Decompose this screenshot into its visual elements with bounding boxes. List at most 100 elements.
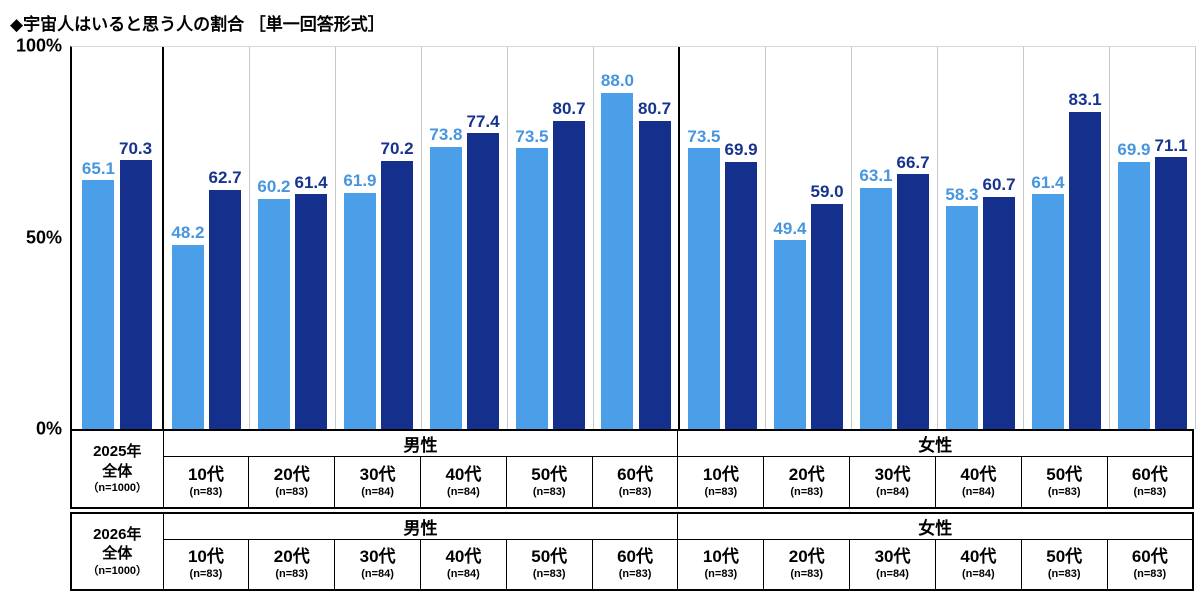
bar-chart: 100% 50% 0% 65.1 70.3 48.2 62.7 60.2 61.4 61.9 70…	[0, 36, 1200, 439]
chart-column-0: 65.1 70.3	[72, 47, 164, 429]
bar-unit-2026年: 77.4	[467, 47, 500, 429]
age-label: 30代	[874, 464, 911, 484]
age-cell: 50代 (n=83)	[1020, 538, 1108, 591]
chart-column-9: 63.1 66.7	[852, 47, 938, 429]
age-label: 50代	[531, 464, 568, 484]
plot-area: 65.1 70.3 48.2 62.7 60.2 61.4 61.9 70.2 73.8 77.4…	[70, 46, 1196, 429]
age-cell: 50代 (n=83)	[505, 456, 593, 508]
age-label: 50代	[1046, 464, 1083, 484]
chart-title: ◆宇宙人はいると思う人の割合 ［単一回答形式］	[10, 15, 385, 34]
bar-unit-2026年: 60.7	[983, 47, 1016, 429]
bar-2025年	[515, 148, 548, 429]
age-label: 10代	[702, 464, 739, 484]
age-cell: 20代 (n=83)	[763, 538, 851, 591]
bar-2025年	[859, 187, 892, 429]
sample-size: (n=83)	[532, 568, 566, 581]
bar-2025年	[257, 199, 290, 429]
sample-size: (n=84)	[962, 568, 995, 581]
bar-value-label: 48.2	[171, 223, 205, 243]
chart-column-12: 69.9 71.1	[1110, 47, 1196, 429]
sample-size: (n=84)	[876, 485, 909, 498]
bar-unit-2025年: 73.5	[515, 47, 549, 429]
age-cell: 60代 (n=83)	[591, 538, 679, 591]
sample-size: (n=83)	[790, 568, 824, 581]
sample-size: (n=83)	[189, 568, 223, 581]
bar-unit-2026年: 70.3	[119, 47, 152, 429]
age-label: 20代	[788, 464, 825, 484]
age-label: 40代	[960, 464, 997, 484]
age-cell: 20代 (n=83)	[248, 456, 336, 508]
bar-2026年	[897, 174, 930, 429]
bar-value-label: 77.4	[466, 111, 500, 131]
chart-column-10: 58.3 60.7	[938, 47, 1024, 429]
sample-size: (n=83)	[1047, 568, 1081, 581]
bar-unit-2025年: 63.1	[859, 47, 893, 429]
y-axis: 100% 50% 0%	[0, 36, 70, 439]
age-cell: 40代 (n=84)	[419, 456, 507, 508]
sample-size: (n=84)	[361, 485, 394, 498]
total-n: （n=1000）	[87, 482, 148, 495]
age-cell: 10代 (n=83)	[162, 456, 250, 508]
bar-2025年	[945, 206, 978, 429]
sample-size: (n=83)	[275, 485, 309, 498]
bar-value-label: 71.1	[1154, 135, 1188, 155]
age-cell: 40代 (n=84)	[934, 456, 1022, 508]
bar-value-label: 49.4	[773, 218, 807, 238]
bar-unit-2026年: 59.0	[811, 47, 844, 429]
bar-value-label: 70.2	[380, 139, 414, 159]
age-label: 20代	[273, 547, 310, 567]
bar-unit-2025年: 69.9	[1117, 47, 1151, 429]
bar-2025年	[82, 180, 115, 429]
chart-column-8: 49.4 59.0	[766, 47, 852, 429]
bar-2025年	[601, 92, 634, 429]
bar-unit-2025年: 58.3	[945, 47, 979, 429]
bar-unit-2026年: 80.7	[553, 47, 586, 429]
age-label: 10代	[702, 547, 739, 567]
bar-unit-2026年: 71.1	[1155, 47, 1188, 429]
bar-unit-2025年: 65.1	[82, 47, 115, 429]
total-n: （n=1000）	[87, 564, 148, 577]
bar-value-label: 69.9	[724, 140, 758, 160]
bar-value-label: 60.2	[257, 177, 291, 197]
year-total-cell: 2026年 全体 （n=1000）	[70, 512, 164, 591]
bar-value-label: 88.0	[600, 71, 634, 91]
bar-unit-2025年: 61.9	[343, 47, 377, 429]
chart-column-4: 73.8 77.4	[422, 47, 508, 429]
bar-unit-2026年: 69.9	[725, 47, 758, 429]
bar-value-label: 65.1	[81, 158, 115, 178]
bar-value-label: 62.7	[208, 167, 242, 187]
bar-2025年	[1117, 161, 1150, 429]
gender-header: 男性	[162, 512, 679, 540]
age-cell: 10代 (n=83)	[677, 538, 765, 591]
bar-unit-2025年: 61.4	[1031, 47, 1065, 429]
age-label: 50代	[1046, 547, 1083, 567]
bar-2026年	[983, 197, 1016, 429]
bar-value-label: 61.9	[343, 170, 377, 190]
bar-value-label: 61.4	[294, 172, 328, 192]
chart-column-11: 61.4 83.1	[1024, 47, 1110, 429]
sample-size: (n=83)	[532, 485, 566, 498]
age-label: 60代	[617, 464, 654, 484]
bar-2026年	[1155, 157, 1188, 429]
y-axis-tick: 50%	[25, 227, 62, 247]
year-label: 2026年	[93, 525, 142, 543]
sample-size: (n=83)	[1047, 485, 1081, 498]
age-cell: 40代 (n=84)	[419, 538, 507, 591]
sample-size: (n=84)	[962, 485, 995, 498]
bar-value-label: 69.9	[1117, 140, 1151, 160]
sample-size: (n=83)	[1133, 485, 1167, 498]
age-label: 10代	[187, 464, 224, 484]
bar-unit-2025年: 49.4	[773, 47, 807, 429]
sample-size: (n=83)	[790, 485, 824, 498]
sample-size: (n=84)	[876, 568, 909, 581]
bar-value-label: 61.4	[1031, 172, 1065, 192]
legend-table-2026年: 2026年 全体 （n=1000） 男性 女性 10代 (n=83) 20代 (n=83) 30代…	[70, 511, 1194, 591]
age-cell: 40代 (n=84)	[934, 538, 1022, 591]
age-label: 20代	[273, 464, 310, 484]
age-cell: 30代 (n=84)	[334, 456, 421, 508]
sample-size: (n=83)	[275, 568, 309, 581]
bar-2026年	[209, 189, 242, 429]
age-label: 40代	[960, 547, 997, 567]
sample-size: (n=83)	[189, 485, 223, 498]
